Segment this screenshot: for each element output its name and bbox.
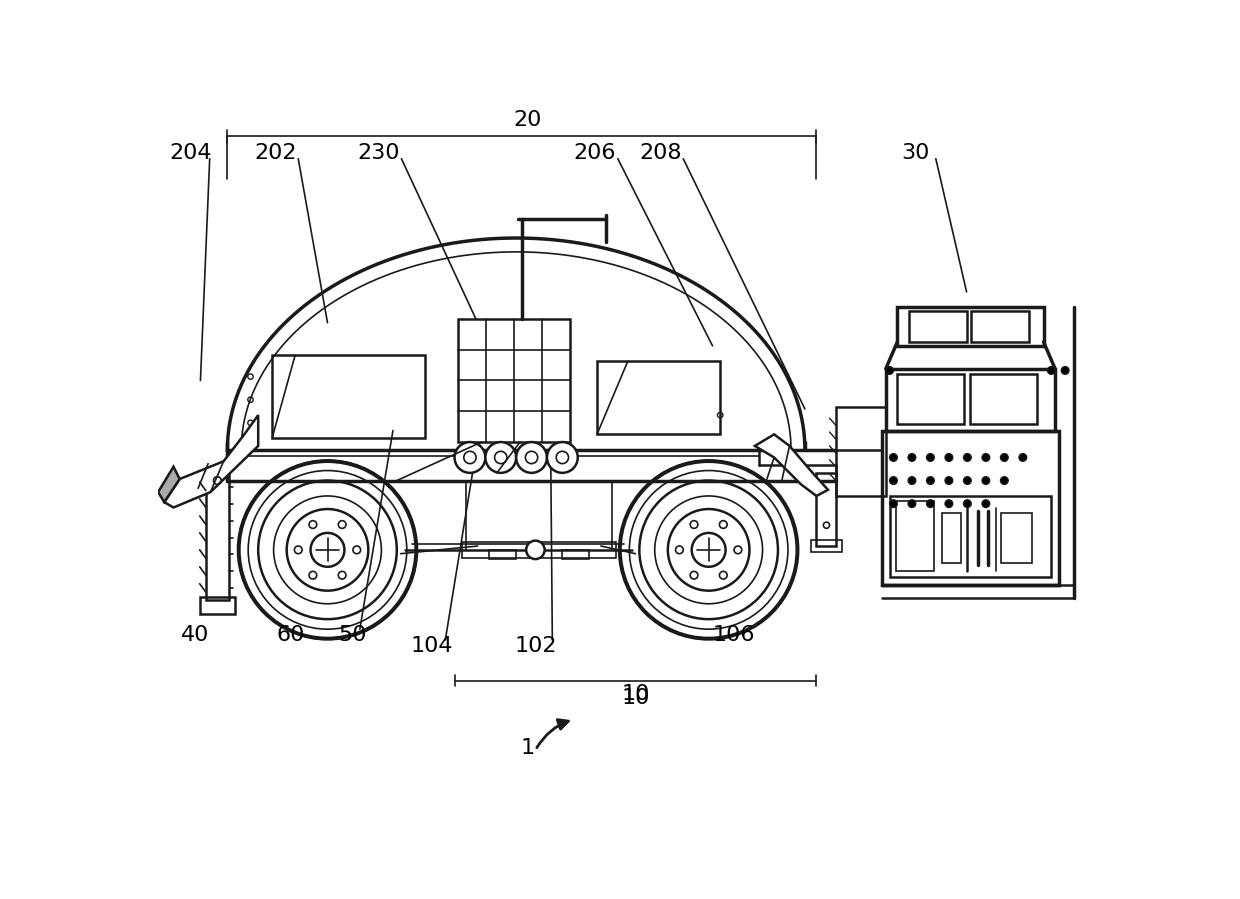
Bar	[898, 374, 965, 424]
Circle shape	[926, 476, 934, 485]
Bar	[889, 496, 1052, 577]
Circle shape	[526, 540, 544, 559]
Circle shape	[945, 500, 952, 508]
Text: 204: 204	[169, 143, 212, 164]
Circle shape	[963, 476, 971, 485]
Circle shape	[963, 500, 971, 508]
Circle shape	[719, 521, 727, 529]
Circle shape	[1001, 476, 1008, 485]
Circle shape	[1061, 367, 1069, 374]
Circle shape	[908, 500, 916, 508]
Circle shape	[309, 572, 316, 579]
Text: 1: 1	[521, 738, 534, 758]
Circle shape	[1019, 454, 1027, 461]
Circle shape	[455, 442, 485, 473]
Circle shape	[557, 451, 568, 464]
Circle shape	[310, 533, 345, 566]
Text: 102: 102	[515, 636, 557, 656]
Bar	[200, 597, 236, 614]
Bar	[206, 469, 229, 600]
Text: 60: 60	[277, 625, 305, 645]
Circle shape	[889, 500, 898, 508]
Bar	[463, 542, 616, 557]
Text: 206: 206	[573, 143, 616, 164]
Text: 10: 10	[621, 688, 650, 708]
Circle shape	[516, 442, 547, 473]
Circle shape	[1048, 367, 1055, 374]
Circle shape	[908, 476, 916, 485]
Text: 10: 10	[621, 684, 650, 704]
Text: 104: 104	[410, 636, 453, 656]
Text: 50: 50	[337, 625, 366, 645]
Circle shape	[692, 533, 725, 566]
Text: 106: 106	[713, 625, 755, 645]
Circle shape	[982, 476, 990, 485]
Bar	[811, 540, 842, 552]
Bar	[816, 473, 837, 546]
Circle shape	[495, 451, 507, 464]
Polygon shape	[159, 467, 180, 503]
Circle shape	[309, 521, 316, 529]
Circle shape	[889, 476, 898, 485]
Circle shape	[485, 442, 516, 473]
Bar	[459, 319, 570, 442]
Text: 20: 20	[513, 111, 542, 130]
Circle shape	[945, 454, 952, 461]
Bar	[882, 431, 1059, 584]
Polygon shape	[755, 434, 828, 496]
Bar	[836, 407, 885, 496]
Bar	[563, 550, 589, 559]
Circle shape	[676, 546, 683, 554]
Bar	[490, 550, 516, 559]
Circle shape	[908, 454, 916, 461]
Circle shape	[691, 521, 698, 529]
Bar	[909, 311, 967, 342]
Circle shape	[547, 442, 578, 473]
Circle shape	[963, 454, 971, 461]
Circle shape	[734, 546, 742, 554]
Bar	[272, 355, 424, 438]
Bar	[885, 369, 1055, 431]
Bar	[895, 502, 934, 571]
Circle shape	[889, 454, 898, 461]
Circle shape	[1001, 454, 1008, 461]
Circle shape	[982, 500, 990, 508]
Circle shape	[464, 451, 476, 464]
Circle shape	[339, 521, 346, 529]
Circle shape	[982, 454, 990, 461]
Text: 202: 202	[254, 143, 296, 164]
Text: 40: 40	[181, 625, 210, 645]
Circle shape	[294, 546, 303, 554]
Circle shape	[339, 572, 346, 579]
Circle shape	[926, 454, 934, 461]
Bar	[596, 361, 720, 434]
Bar	[971, 374, 1038, 424]
Text: 208: 208	[639, 143, 682, 164]
Circle shape	[926, 500, 934, 508]
Polygon shape	[164, 415, 258, 508]
Circle shape	[691, 572, 698, 579]
Circle shape	[719, 572, 727, 579]
Bar	[1001, 513, 1032, 563]
Bar	[898, 307, 1044, 346]
Circle shape	[945, 476, 952, 485]
Text: 30: 30	[900, 143, 929, 164]
Circle shape	[885, 367, 894, 374]
Text: 230: 230	[357, 143, 399, 164]
Bar	[942, 513, 961, 563]
Bar	[971, 311, 1029, 342]
Circle shape	[353, 546, 361, 554]
Circle shape	[526, 451, 538, 464]
